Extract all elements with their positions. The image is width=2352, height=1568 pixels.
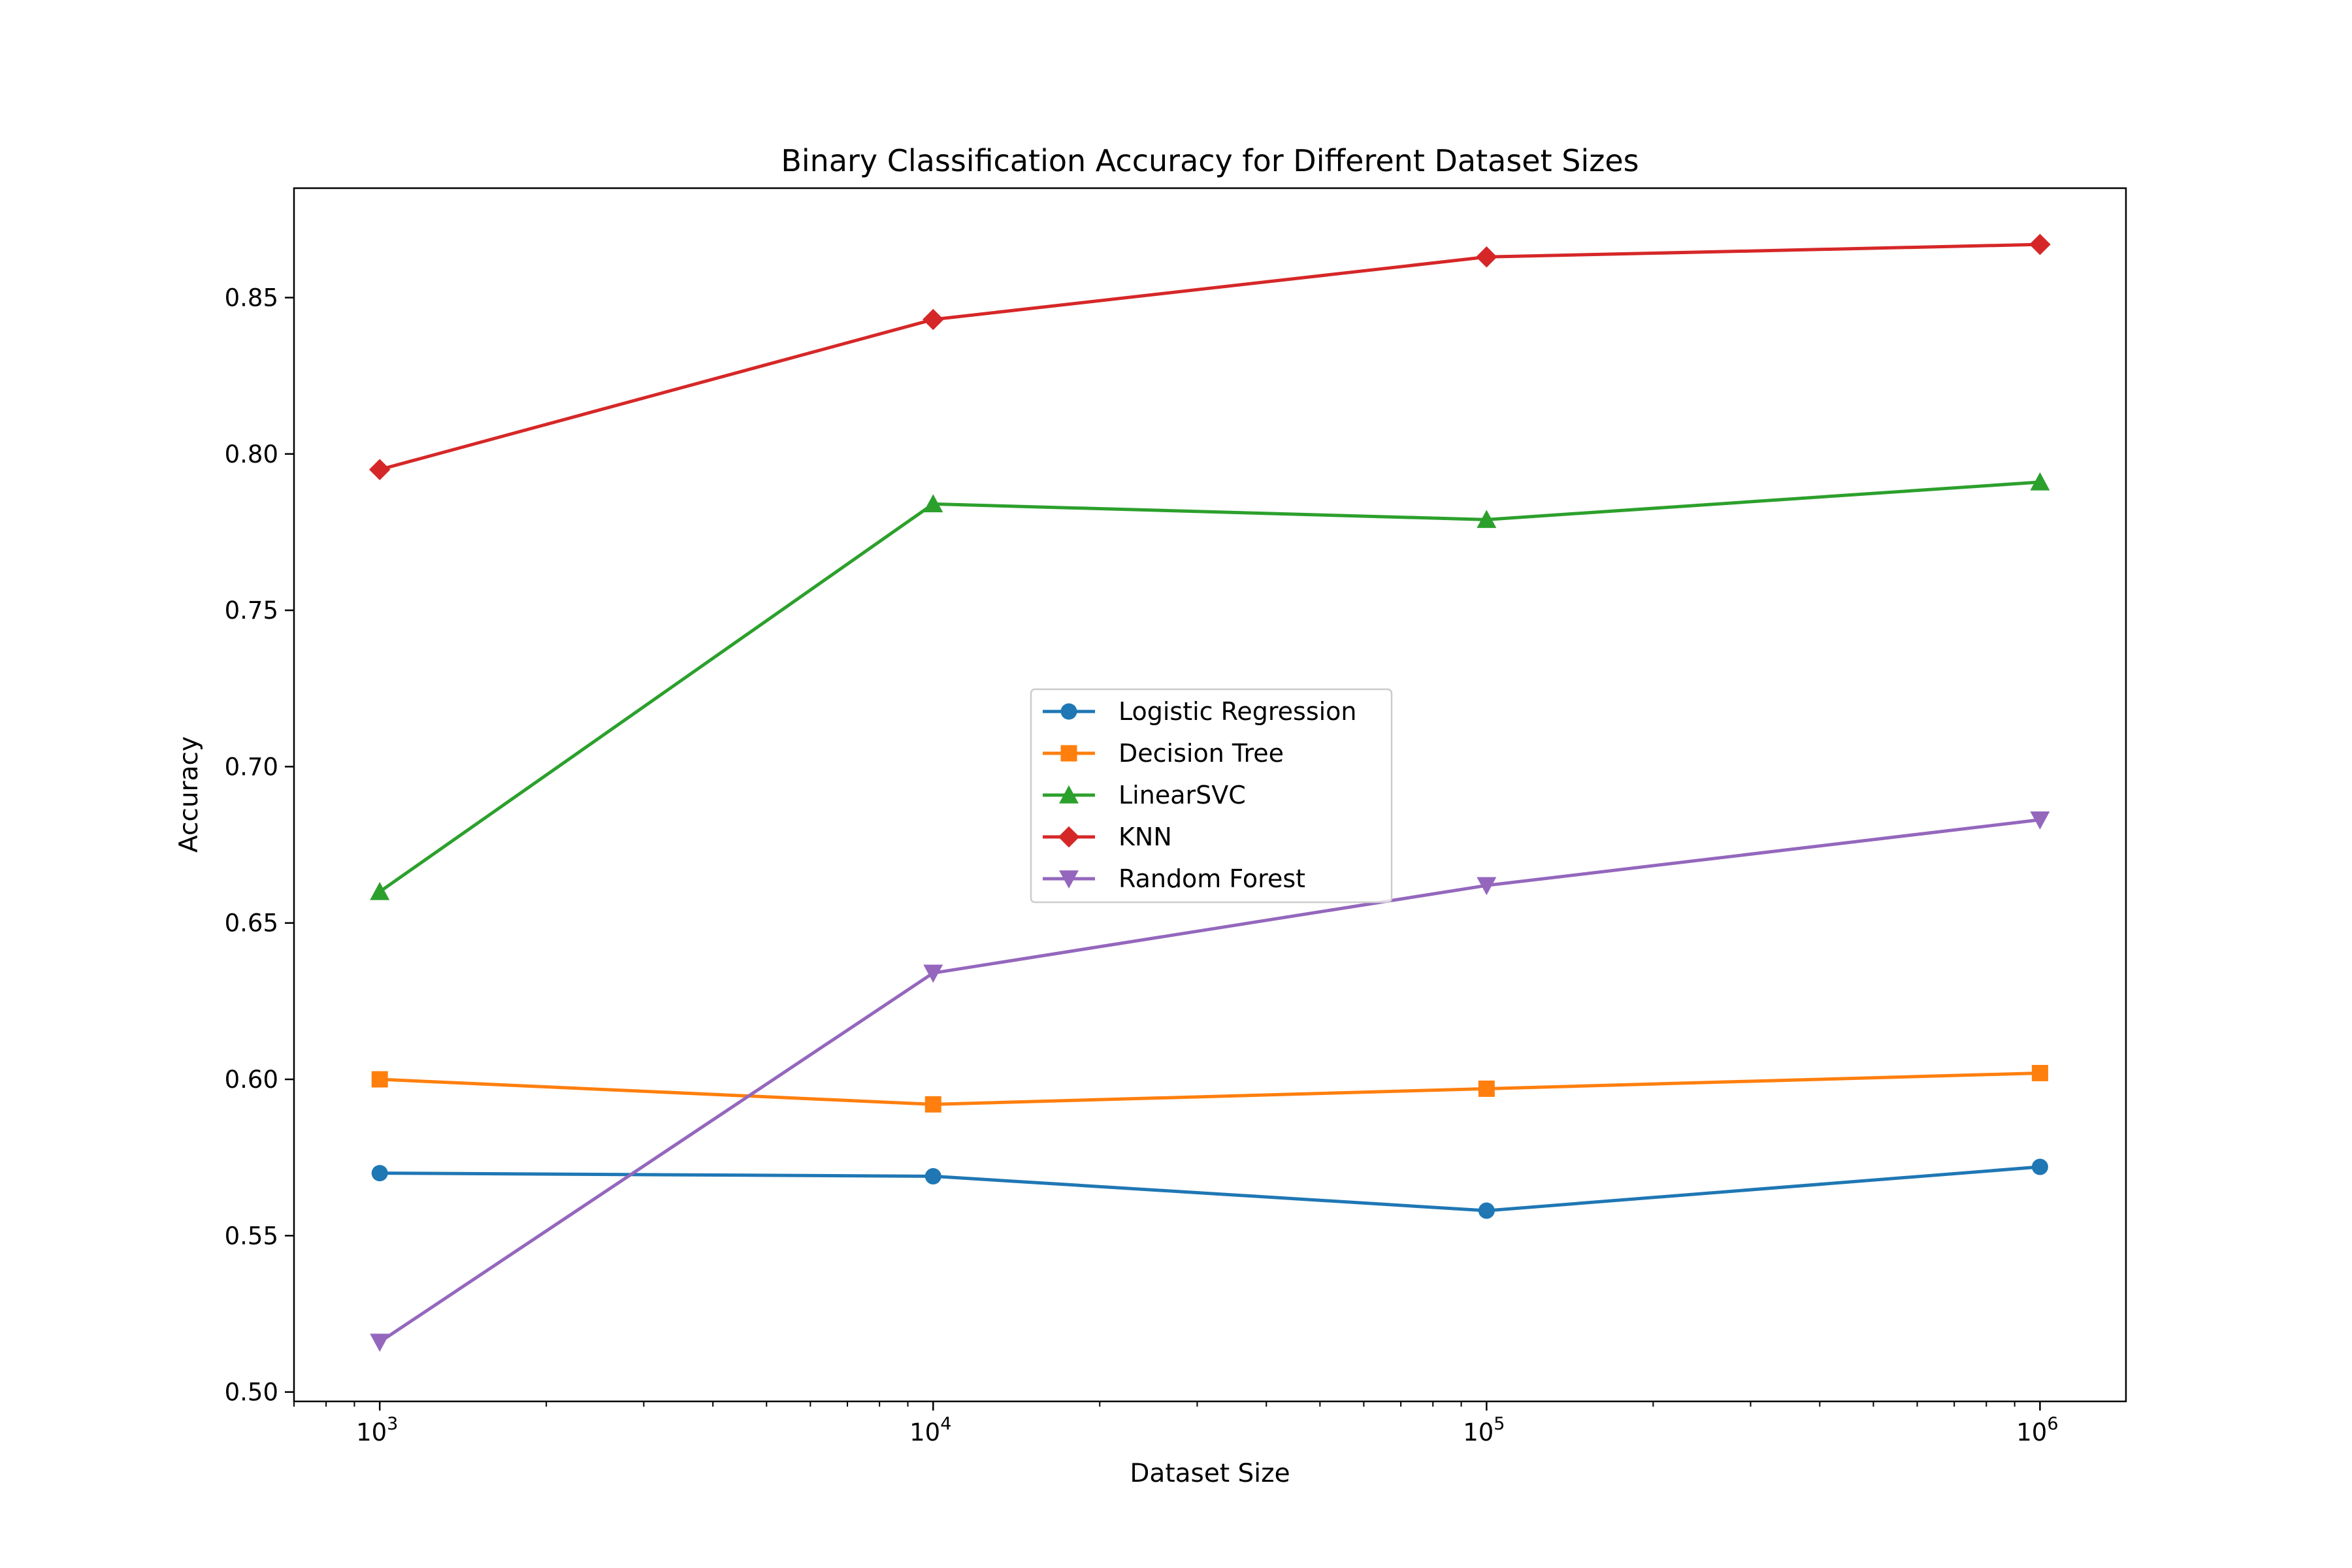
data-point [371, 1165, 388, 1182]
y-tick-label: 0.80 [225, 440, 278, 468]
data-point [2031, 1064, 2048, 1081]
data-point [368, 459, 391, 480]
legend-label: Decision Tree [1119, 739, 1284, 768]
x-tick-label: 106 [2016, 1414, 2058, 1446]
x-tick-exponent: 4 [940, 1414, 951, 1434]
data-point [2030, 811, 2050, 830]
legend-marker [1058, 826, 1080, 848]
chart-title: Binary Classification Accuracy for Diffe… [781, 143, 1639, 178]
legend-item-0: Logistic Regression [1043, 697, 1357, 726]
data-point [924, 1096, 941, 1113]
data-point [371, 1071, 388, 1088]
data-point [923, 964, 943, 983]
data-point [923, 494, 943, 513]
legend-item-2: LinearSVC [1043, 781, 1246, 809]
data-point [370, 1333, 390, 1352]
x-tick-exponent: 5 [1494, 1414, 1505, 1434]
legend-item-3: KNN [1043, 823, 1172, 851]
data-point [2030, 472, 2050, 491]
series-2 [370, 472, 2050, 900]
y-tick-label: 0.70 [225, 753, 278, 781]
series-line [380, 1165, 2040, 1213]
x-tick-label: 103 [356, 1414, 398, 1446]
data-point [2031, 1158, 2048, 1175]
y-tick-label: 0.55 [225, 1222, 278, 1250]
series-line [379, 242, 2040, 472]
data-point [370, 881, 390, 900]
y-tick-label: 0.65 [225, 909, 278, 938]
legend: Logistic Regression Decision Tree LinearSV… [1030, 688, 1393, 904]
legend-marker [1060, 745, 1077, 762]
legend-label: Logistic Regression [1119, 697, 1357, 726]
data-point [1477, 877, 1497, 896]
legend-label: Random Forest [1119, 864, 1305, 893]
x-axis-label: Dataset Size [1130, 1459, 1290, 1488]
legend-box [1030, 688, 1393, 904]
y-axis: 0.50 0.55 0.60 0.65 0.70 0.75 0.80 0.85 [225, 284, 294, 1407]
series-0 [371, 1158, 2048, 1219]
x-tick-base: 10 [356, 1418, 387, 1446]
series-line [380, 1071, 2040, 1106]
legend-marker [1059, 870, 1079, 889]
x-axis: 103 104 105 106 [293, 1401, 2059, 1446]
data-point [1478, 1202, 1495, 1219]
legend-marker [1059, 785, 1079, 804]
legend-label: KNN [1119, 823, 1172, 851]
y-tick-label: 0.50 [225, 1379, 278, 1407]
legend-label: LinearSVC [1119, 781, 1246, 809]
data-point [1476, 246, 1497, 268]
data-point [1478, 1080, 1495, 1097]
x-tick-label: 105 [1463, 1414, 1505, 1446]
series-layer [368, 233, 2051, 1352]
legend-item-4: Random Forest [1043, 864, 1305, 893]
legend-marker [1060, 703, 1077, 720]
x-tick-label: 104 [909, 1414, 951, 1446]
series-1 [371, 1064, 2048, 1113]
x-tick-base: 10 [909, 1418, 940, 1446]
data-point [2029, 233, 2051, 255]
y-tick-label: 0.75 [225, 596, 278, 625]
y-axis-label: Accuracy [174, 736, 204, 853]
data-point [1477, 510, 1497, 529]
y-tick-label: 0.85 [225, 284, 278, 312]
series-3 [368, 233, 2051, 480]
plot-frame [293, 187, 2127, 1403]
series-4 [370, 811, 2050, 1352]
y-tick-label: 0.60 [225, 1066, 278, 1094]
x-tick-base: 10 [1463, 1418, 1494, 1446]
x-tick-exponent: 6 [2047, 1414, 2058, 1434]
x-tick-exponent: 3 [387, 1414, 398, 1434]
data-point [924, 1168, 941, 1184]
x-tick-base: 10 [2016, 1418, 2047, 1446]
series-line [378, 818, 2040, 1344]
legend-item-1: Decision Tree [1043, 739, 1284, 768]
data-point [923, 308, 944, 331]
series-line [378, 480, 2040, 893]
